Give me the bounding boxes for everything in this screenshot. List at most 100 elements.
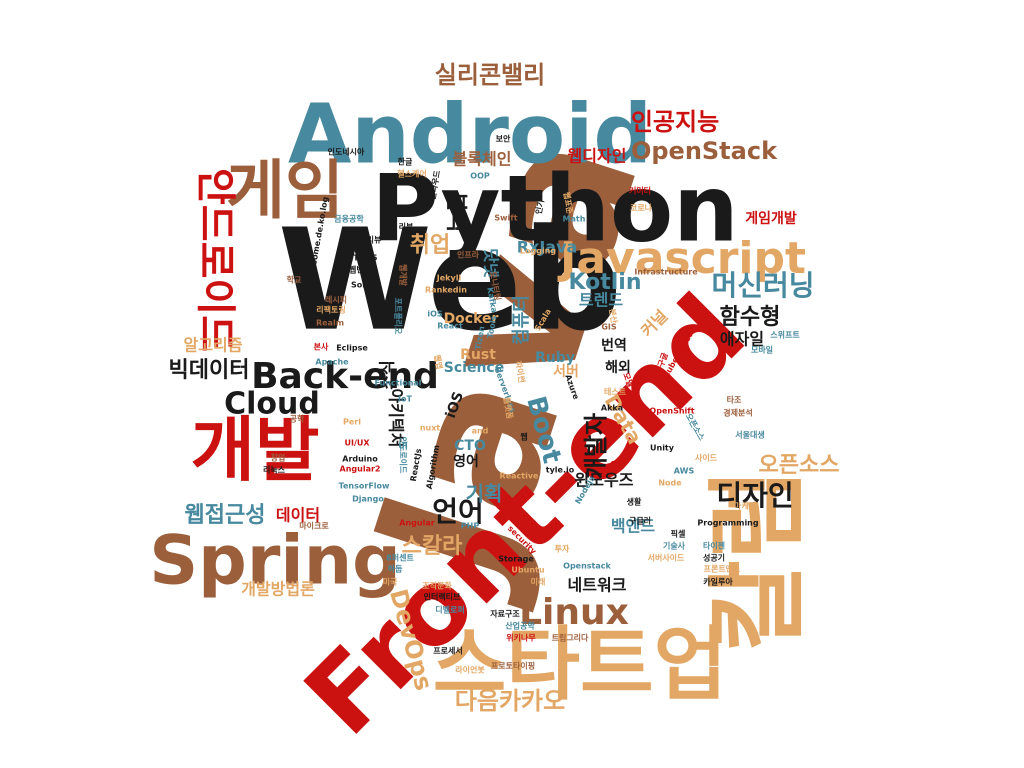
word-kr-63: 웹번역 (349, 265, 371, 275)
word-kr-178: 안드로이드 (399, 437, 409, 474)
word-kr-80: 리눅스 (263, 465, 286, 475)
word-kr-67: 금융공학 (334, 214, 364, 224)
word-apache-71: Apache (315, 358, 349, 367)
word-kr-145: 창업 (271, 453, 286, 463)
word-kr-133: 인터랙티브 (424, 592, 461, 602)
word-kr-18: 인공지능 (631, 108, 719, 136)
word-math-94: Math (563, 215, 586, 224)
word-perl-156: Perl (343, 418, 361, 427)
word-kr-15: 머신러닝 (711, 269, 814, 302)
word-kr-119: 사이드 (695, 453, 718, 463)
word-kr-108: 보안 (496, 134, 511, 144)
word-kr-139: 프로세서 (433, 646, 462, 656)
word-kr-41: 네트워크 (568, 576, 627, 595)
word-kr-136: 산업공학 (505, 621, 535, 631)
word-kr-60: 영어 (453, 453, 479, 470)
word-nuxt-170: nuxt (420, 424, 441, 433)
word-kr-149: 웹 (520, 432, 527, 442)
word-tyle-io-153: tyle.io (546, 466, 575, 475)
word-kr-120: 역사 (611, 460, 626, 470)
word-kr-137: 위키나무 (506, 633, 536, 643)
word-kr-117: 경제분석 (723, 408, 752, 418)
word-cloud-13: Cloud (224, 387, 320, 422)
word-kr-17: 실리콘밸리 (435, 61, 545, 89)
word-kr-128: 프론트엔드 (704, 564, 741, 574)
word-kr-179: 인프라 (457, 250, 480, 260)
word-kr-26: 오픈소스 (759, 453, 840, 478)
word-kr-164: 포트폴리오 (394, 298, 404, 335)
word-ubuntu-84: Ubuntu (511, 566, 544, 575)
word-it-65: IT소식/리뷰 (341, 235, 382, 245)
word-kr-30: 분석 (443, 192, 468, 232)
word-kr-134: 디벨로퍼 (435, 605, 464, 615)
word-openstack-19: OpenStack (631, 137, 778, 165)
word-django-78: Django (352, 495, 384, 504)
word-kr-22: 다음카카오 (455, 687, 565, 715)
word-ios-161: iOS (427, 310, 443, 319)
word-kr-147: 투자 (555, 544, 570, 554)
word-unity-88: Unity (650, 444, 675, 453)
word-kr-129: 카일루아 (703, 577, 733, 587)
word-kr-138: 트립그리다 (552, 633, 589, 643)
word-kr-45: 컴퓨터 (511, 295, 532, 345)
word-kr-39: 개발방법론 (241, 580, 315, 599)
word-kr-52: 번역 (601, 337, 627, 354)
word-cloud-words: JavaWebFront-endPythonAndroid칼럼스타트업Sprin… (149, 61, 839, 758)
word-kr-127: 성공기 (703, 553, 725, 563)
word-oop-95: OOP (470, 172, 490, 181)
word-kr-116: 서울대생 (735, 430, 764, 440)
word-kr-11: 안드로이드 (192, 168, 238, 352)
word-php-82: PHP (461, 522, 480, 531)
word-kr-32: 기획 (466, 482, 503, 506)
word-kr-121: 구글러 (629, 516, 651, 526)
word-kr-79: 마이크로 (299, 521, 329, 531)
word-kr-122: 생활 (627, 497, 642, 507)
word-8-130: 8퍼센트 (386, 553, 414, 563)
word-kr-107: 헬스케어 (397, 169, 426, 179)
word-tensorflow-77: TensorFlow (339, 482, 390, 491)
word-kr-48: 게임개발 (745, 210, 797, 227)
word-gis-99: GIS (601, 323, 617, 332)
word-kr-132: 미국 (383, 577, 398, 587)
word-kr-114: 스위프트 (770, 330, 800, 340)
word-angular2-76: Angular2 (340, 465, 381, 474)
word-kr-118: 타조 (727, 395, 742, 405)
word-kr-105: 인도네시아 (328, 147, 365, 157)
word-kr-29: 취업 (410, 233, 450, 258)
word-ui-ux-74: UI/UX (344, 439, 370, 448)
word-jekyll-96: Jekyll (436, 274, 462, 283)
word-kr-25: 빅데이터 (169, 358, 250, 383)
word-kr-106: 한글 (398, 157, 413, 167)
word-kr-36: 블록체인 (453, 150, 512, 169)
word-html5-62: HTML5 (347, 254, 378, 263)
word-reactive-102: Reactive (500, 472, 540, 481)
word-kr-104: 코로나 (630, 203, 653, 213)
word-realm-69: Realm (316, 319, 344, 328)
word-functional-72: Functional (374, 379, 421, 388)
word-kr-38: 알고리즘 (184, 336, 243, 355)
word-kr-144: 공학 (290, 414, 305, 424)
word-openstack-85: Openstack (563, 562, 611, 571)
word-iot-73: IoT (398, 395, 412, 404)
word-kr-33: 개발자 (582, 413, 610, 479)
word-node-86: Node (658, 479, 682, 488)
word-kr-141: 프로토타이핑 (491, 661, 535, 671)
word-kr-125: 타이젠 (703, 541, 725, 551)
word-kr-24: 웹접근성 (185, 503, 266, 528)
word-kr-126: 서버사이드 (648, 553, 685, 563)
word-kr-66: 오픈웹 (400, 204, 422, 214)
word-angular-81: Angular (399, 519, 434, 528)
word-kr-140: 라이언봇 (455, 665, 485, 675)
word-storage-83: Storage (498, 555, 534, 564)
word-kr-180: 테스트 (604, 387, 627, 397)
word-kr-131: 하둡 (388, 564, 403, 574)
word-kr-148: 미래 (531, 577, 546, 587)
word-kr-142: 조직문화 (422, 581, 452, 591)
word-logging-157: Logging (520, 247, 556, 256)
word-solr-64: Solr (351, 281, 369, 290)
word-infrastructure-91: Infrastructure (634, 268, 698, 277)
word-kr-143: 마케팅 (734, 501, 756, 511)
word-aws-87: AWS (674, 467, 695, 476)
word-eclipse-70: Eclipse (336, 344, 368, 353)
word-kr-124: 기술사 (663, 541, 686, 551)
